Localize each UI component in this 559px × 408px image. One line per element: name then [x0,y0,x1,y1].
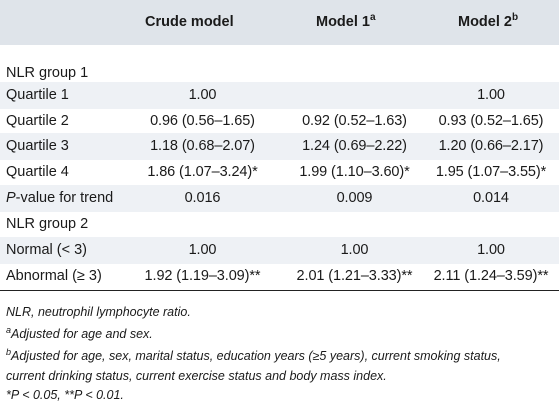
model1-value: 0.92 (0.52–1.63) [302,113,407,129]
model2-value: 0.93 (0.52–1.65) [438,113,544,129]
crude-value: 1.00 [188,242,217,258]
table-row: Quartile 4 1.86 (1.07–3.24)* 1.99 (1.10–… [0,159,559,186]
row-label: Abnormal (≥ 3) [6,268,102,284]
row-label: Normal (< 3) [6,242,87,258]
crude-value: 1.86 (1.07–3.24)* [147,164,258,180]
model2-value: 2.11 (1.24–3.59)** [433,268,549,284]
footnote-abbreviation: NLR, neutrophil lymphocyte ratio. [6,305,191,319]
model2-value: 1.00 [477,87,505,103]
crude-value: 0.96 (0.56–1.65) [150,113,255,129]
footnote-b-continued: current drinking status, current exercis… [6,369,387,383]
header-model-1: Model 1a [316,12,376,31]
crude-value: 0.016 [184,190,221,206]
header-crude-model: Crude model [145,14,234,30]
header-model-2: Model 2b [458,12,519,31]
table-bottom-rule [0,290,559,291]
row-label: Quartile 1 [6,87,69,103]
table-row: NLR group 2 [0,211,559,238]
row-label: Quartile 4 [6,164,69,180]
row-label: P-value for trend [6,190,114,206]
model1-value: 1.99 (1.10–3.60)* [299,164,410,180]
model1-value: 0.009 [336,190,373,206]
footnote-a: aAdjusted for age and sex. [6,325,153,342]
table-row: Quartile 2 0.96 (0.56–1.65) 0.92 (0.52–1… [0,108,559,135]
table-row: NLR group 1 [0,60,559,87]
row-label: Quartile 3 [6,138,69,154]
row-label: Quartile 2 [6,113,69,129]
model2-value: 1.00 [477,242,505,258]
model2-value: 1.20 (0.66–2.17) [438,138,544,154]
table-row: Quartile 3 1.18 (0.68–2.07) 1.24 (0.69–2… [0,133,559,160]
model1-value: 2.01 (1.21–3.33)** [296,268,413,284]
crude-value: 1.92 (1.19–3.09)** [144,268,261,284]
crude-value: 1.18 (0.68–2.07) [150,138,255,154]
row-label: NLR group 1 [6,65,89,81]
row-label: NLR group 2 [6,216,89,232]
table-header: Crude model Model 1a Model 2b [0,0,559,45]
model1-value [279,82,430,109]
table-row: Normal (< 3) 1.00 1.00 1.00 [0,237,559,264]
table-row: P-value for trend 0.016 0.009 0.014 [0,185,559,212]
model1-value: 1.24 (0.69–2.22) [302,138,407,154]
footnote-b: bAdjusted for age, sex, marital status, … [6,347,501,364]
table-row: Abnormal (≥ 3) 1.92 (1.19–3.09)** 2.01 (… [0,263,559,290]
model2-value: 1.95 (1.07–3.55)* [435,164,547,180]
crude-value: 1.00 [188,87,217,103]
model2-value: 0.014 [473,190,509,206]
footnote-significance: *P < 0.05, **P < 0.01. [6,388,124,402]
table-row: Quartile 1 1.00 1.00 [0,82,559,109]
model1-value: 1.00 [340,242,369,258]
